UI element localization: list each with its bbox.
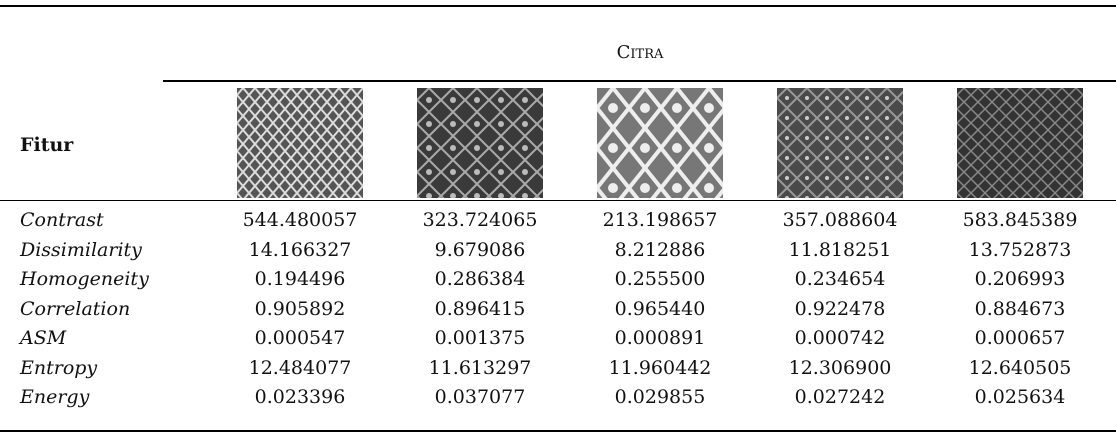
cell-value: 0.884673 [975, 297, 1066, 321]
cell-value: 0.027242 [795, 385, 886, 409]
header-rule [0, 200, 1116, 201]
cell-value: 213.198657 [603, 208, 718, 232]
textile-image [417, 88, 543, 198]
cell-value: 0.234654 [795, 267, 886, 291]
cell-value: 0.922478 [795, 297, 886, 321]
cell-value: 323.724065 [423, 208, 538, 232]
cell-value: 12.484077 [249, 356, 352, 380]
top-rule [0, 5, 1116, 7]
row-label: Correlation [20, 297, 130, 321]
cell-value: 0.000547 [255, 326, 346, 350]
row-label: Dissimilarity [20, 238, 142, 262]
table-page: Citra Fitur Contrast 544.480057 323.724065… [0, 0, 1116, 433]
cell-value: 9.679086 [435, 238, 526, 262]
cell-value: 583.845389 [963, 208, 1078, 232]
cell-value: 12.306900 [789, 356, 892, 380]
row-label: ASM [20, 326, 66, 350]
cell-value: 0.001375 [435, 326, 526, 350]
row-label: Contrast [20, 208, 104, 232]
cell-value: 11.613297 [429, 356, 532, 380]
cell-value: 0.206993 [975, 267, 1066, 291]
row-header: Fitur [20, 133, 73, 157]
cell-value: 11.960442 [609, 356, 712, 380]
image-texture [957, 88, 1083, 198]
textile-image [597, 88, 723, 198]
cell-value: 0.029855 [615, 385, 706, 409]
cell-value: 8.212886 [615, 238, 706, 262]
cell-value: 0.025634 [975, 385, 1066, 409]
cell-value: 0.000657 [975, 326, 1066, 350]
row-label: Energy [20, 385, 89, 409]
cell-value: 0.286384 [435, 267, 526, 291]
cell-value: 0.000891 [615, 326, 706, 350]
image-texture [417, 88, 543, 198]
cell-value: 14.166327 [249, 238, 352, 262]
cell-value: 0.896415 [435, 297, 526, 321]
cell-value: 0.023396 [255, 385, 346, 409]
cell-value: 0.255500 [615, 267, 706, 291]
row-label: Entropy [20, 356, 97, 380]
textile-image [777, 88, 903, 198]
group-rule [163, 80, 1116, 82]
cell-value: 544.480057 [243, 208, 358, 232]
image-texture [597, 88, 723, 198]
bottom-rule [0, 430, 1116, 432]
cell-value: 13.752873 [969, 238, 1072, 262]
textile-image [957, 88, 1083, 198]
textile-image [237, 88, 363, 198]
cell-value: 0.000742 [795, 326, 886, 350]
cell-value: 0.905892 [255, 297, 346, 321]
cell-value: 357.088604 [783, 208, 898, 232]
cell-value: 11.818251 [789, 238, 892, 262]
image-texture [237, 88, 363, 198]
cell-value: 0.965440 [615, 297, 706, 321]
column-group-header: Citra [617, 41, 664, 65]
cell-value: 0.037077 [435, 385, 526, 409]
row-label: Homogeneity [20, 267, 149, 291]
cell-value: 12.640505 [969, 356, 1072, 380]
cell-value: 0.194496 [255, 267, 346, 291]
image-texture [777, 88, 903, 198]
